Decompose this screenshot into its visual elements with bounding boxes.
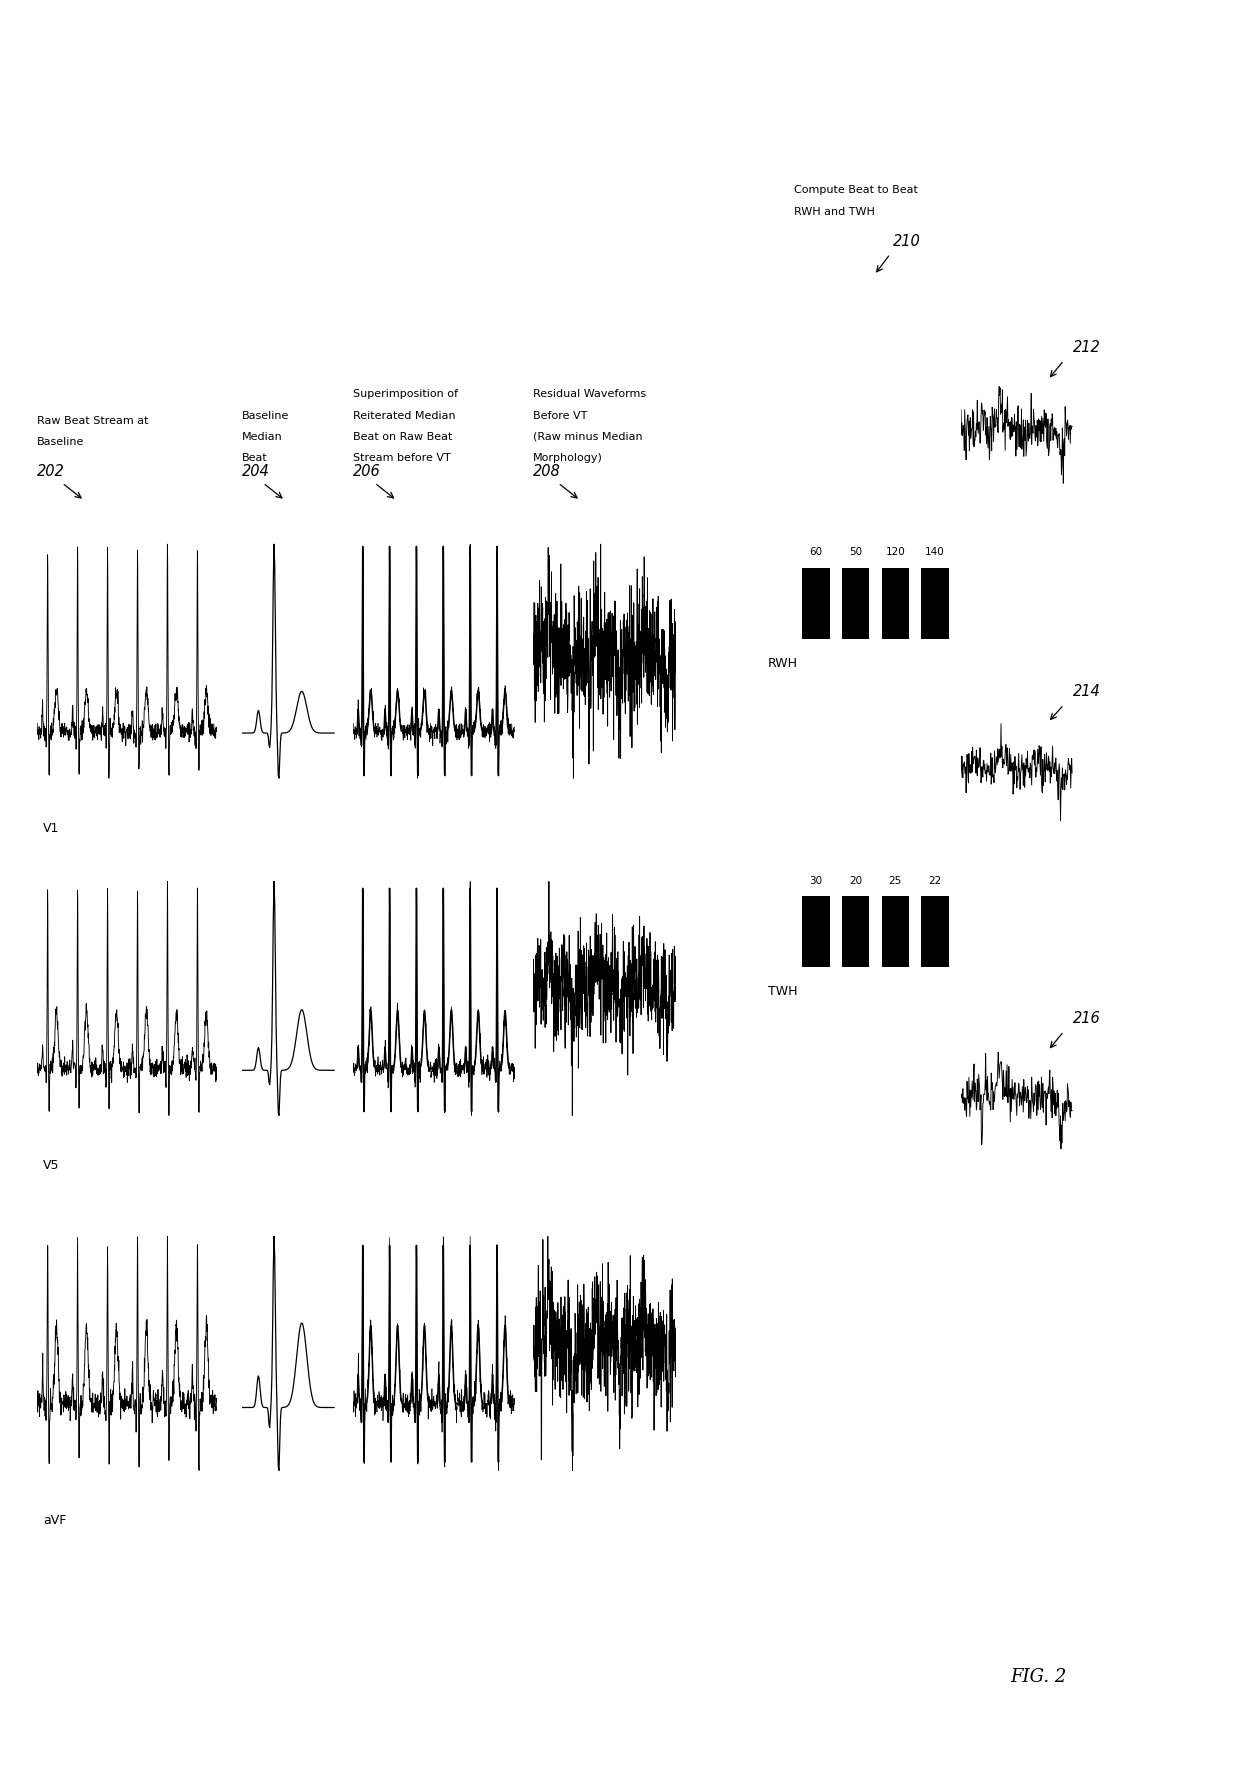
Text: 20: 20 xyxy=(849,875,862,886)
Text: 212: 212 xyxy=(1073,341,1100,355)
Text: Median: Median xyxy=(242,431,283,442)
Bar xyxy=(882,568,909,639)
Text: Beat: Beat xyxy=(242,453,268,463)
Bar xyxy=(802,568,830,639)
Text: RWH and TWH: RWH and TWH xyxy=(794,206,874,217)
Text: 25: 25 xyxy=(889,875,901,886)
Text: 204: 204 xyxy=(242,465,269,479)
Text: 206: 206 xyxy=(353,465,381,479)
Text: Raw Beat Stream at: Raw Beat Stream at xyxy=(37,415,149,426)
Text: Reiterated Median: Reiterated Median xyxy=(353,410,456,421)
Text: Baseline: Baseline xyxy=(37,437,84,447)
Text: 202: 202 xyxy=(37,465,64,479)
Text: (Raw minus Median: (Raw minus Median xyxy=(533,431,642,442)
Bar xyxy=(842,568,869,639)
Text: V1: V1 xyxy=(43,822,60,834)
Text: FIG. 2: FIG. 2 xyxy=(1011,1668,1066,1686)
Text: Baseline: Baseline xyxy=(242,410,289,421)
Text: Compute Beat to Beat: Compute Beat to Beat xyxy=(794,185,918,195)
Text: RWH: RWH xyxy=(768,657,797,669)
Bar xyxy=(921,568,949,639)
Text: Before VT: Before VT xyxy=(533,410,588,421)
Text: 30: 30 xyxy=(810,875,822,886)
Text: 120: 120 xyxy=(885,547,905,557)
Text: aVF: aVF xyxy=(43,1514,67,1526)
Text: 22: 22 xyxy=(929,875,941,886)
Text: V5: V5 xyxy=(43,1159,60,1172)
Text: 216: 216 xyxy=(1073,1012,1100,1026)
Text: Residual Waveforms: Residual Waveforms xyxy=(533,389,646,399)
Text: 210: 210 xyxy=(893,234,920,249)
Bar xyxy=(802,896,830,967)
Text: Stream before VT: Stream before VT xyxy=(353,453,451,463)
Text: TWH: TWH xyxy=(768,985,797,998)
Bar xyxy=(842,896,869,967)
Text: 214: 214 xyxy=(1073,685,1100,699)
Text: Morphology): Morphology) xyxy=(533,453,603,463)
Text: 60: 60 xyxy=(810,547,822,557)
Text: Superimposition of: Superimposition of xyxy=(353,389,459,399)
Bar xyxy=(882,896,909,967)
Text: Beat on Raw Beat: Beat on Raw Beat xyxy=(353,431,453,442)
Bar xyxy=(921,896,949,967)
Text: 50: 50 xyxy=(849,547,862,557)
Text: 140: 140 xyxy=(925,547,945,557)
Text: 208: 208 xyxy=(533,465,560,479)
